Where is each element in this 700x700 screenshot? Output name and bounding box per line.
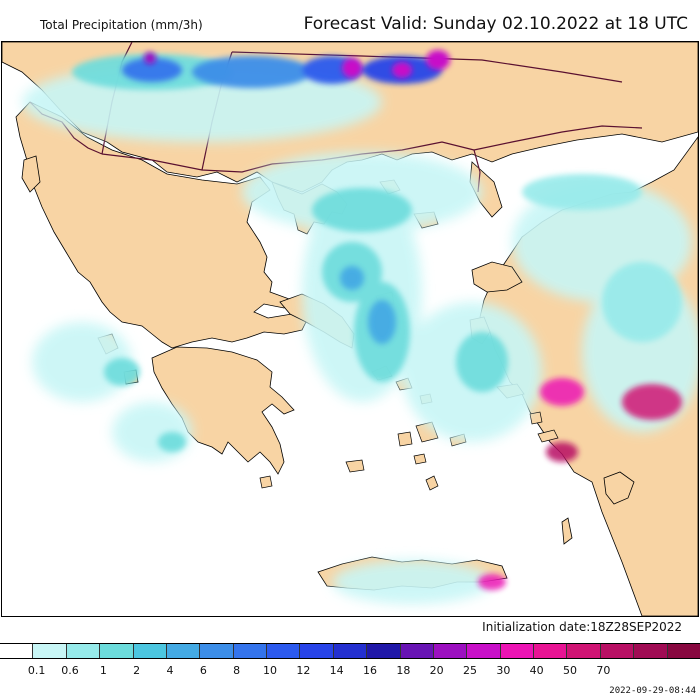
- legend-swatch: [367, 644, 401, 658]
- product-title: Total Precipitation (mm/3h): [40, 18, 203, 32]
- legend-swatch: [100, 644, 134, 658]
- legend-swatch: [333, 644, 368, 658]
- timestamp: 2022-09-29-08:44: [609, 686, 696, 696]
- legend-tick-label: 20: [429, 664, 444, 677]
- legend-tick-label: 30: [496, 664, 511, 677]
- legend-swatch: [400, 644, 434, 658]
- legend-tick-label: 1: [99, 664, 107, 677]
- island-kythira: [259, 475, 273, 489]
- border-bulgaria-turkey: [473, 125, 643, 151]
- land-rhodes: [603, 471, 635, 505]
- land-karpathos: [561, 517, 573, 545]
- legend-swatch: [200, 644, 234, 658]
- precip-extreme: [144, 50, 450, 78]
- initialization-label: Initialization date:18Z28SEP2022: [482, 620, 682, 634]
- legend-swatch: [0, 644, 34, 658]
- legend-tick-label: 10: [263, 664, 277, 677]
- map-canvas: [2, 42, 698, 616]
- precip-anatolia: [478, 378, 682, 590]
- legend-swatch: [467, 644, 501, 658]
- legend-swatch: [233, 644, 267, 658]
- island-ios: [413, 453, 427, 465]
- legend-swatch: [433, 644, 468, 658]
- border-bulgaria-romania: [231, 51, 623, 83]
- legend-swatch: [267, 644, 301, 658]
- legend-tick-label: 4: [166, 664, 174, 677]
- forecast-valid-title: Forecast Valid: Sunday 02.10.2022 at 18 …: [303, 14, 688, 34]
- legend-swatch: [66, 644, 101, 658]
- legend-tick-label: 8: [233, 664, 241, 677]
- land-corfu: [21, 155, 41, 193]
- color-scale: [0, 643, 700, 659]
- legend-tick-label: 12: [296, 664, 311, 677]
- legend-swatch: [33, 644, 67, 658]
- island-santorini: [425, 475, 439, 491]
- legend-swatch: [133, 644, 167, 658]
- legend-swatch: [567, 644, 601, 658]
- legend-tick-label: 40: [529, 664, 544, 677]
- legend-swatch: [634, 644, 668, 658]
- legend-swatch: [500, 644, 534, 658]
- color-scale-ticks: 0.1 0.6 1 2 4 6 8 10 12 14 16 18 20 25 30 40 50 70: [0, 664, 700, 680]
- legend-tick-label: 25: [463, 664, 477, 677]
- legend-tick-label: 6: [199, 664, 207, 677]
- legend-tick-label: 16: [363, 664, 377, 677]
- island-paros: [397, 431, 413, 447]
- land-lesbos: [471, 261, 523, 293]
- map-panel: [1, 41, 699, 617]
- legend-swatch: [667, 644, 700, 658]
- legend-swatch: [534, 644, 568, 658]
- legend-tick-label: 0.1: [27, 664, 46, 677]
- legend-tick-label: 70: [596, 664, 611, 677]
- legend-swatch: [600, 644, 635, 658]
- legend-swatch: [166, 644, 201, 658]
- island-milos: [345, 459, 365, 473]
- legend-tick-label: 50: [563, 664, 577, 677]
- island-kalymnos: [529, 411, 543, 425]
- legend-swatch: [300, 644, 334, 658]
- island-kos: [537, 429, 559, 443]
- legend-tick-label: 18: [396, 664, 411, 677]
- legend-tick-label: 14: [329, 664, 344, 677]
- legend-tick-label: 2: [133, 664, 141, 677]
- legend-tick-label: 0.6: [61, 664, 79, 677]
